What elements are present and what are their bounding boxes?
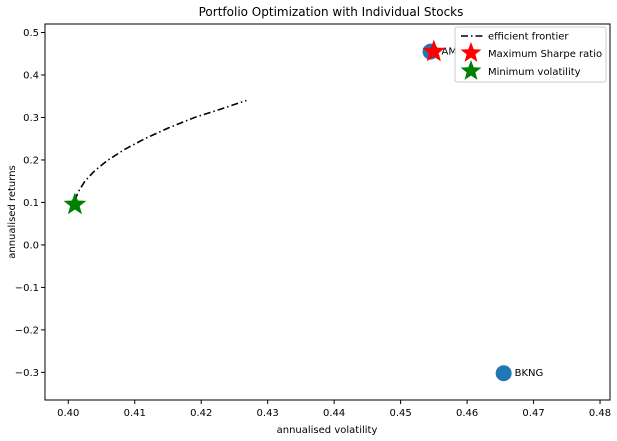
chart-title: Portfolio Optimization with Individual S… <box>199 5 464 19</box>
x-tick-label: 0.40 <box>57 408 79 419</box>
x-tick-label: 0.46 <box>456 408 478 419</box>
x-tick-label: 0.47 <box>522 408 544 419</box>
y-tick-label: −0.3 <box>15 368 39 379</box>
legend-frontier-label: efficient frontier <box>488 32 569 43</box>
x-tick-label: 0.41 <box>124 408 146 419</box>
y-tick-label: 0.4 <box>23 70 39 81</box>
y-axis: −0.3 −0.2 −0.1 0.0 0.1 0.2 0.3 0.4 0.5 <box>15 28 45 379</box>
legend-min-volatility-swatch <box>460 60 482 80</box>
legend: efficient frontier Maximum Sharpe ratio Mi… <box>454 26 607 83</box>
efficient-frontier-line <box>74 99 247 201</box>
stock-label-amzn: AM <box>442 47 457 58</box>
x-tick-label: 0.43 <box>257 408 279 419</box>
min-volatility-marker <box>63 192 87 215</box>
y-tick-label: 0.0 <box>23 240 39 251</box>
x-tick-label: 0.44 <box>323 408 345 419</box>
x-axis-label: annualised volatility <box>277 425 378 436</box>
y-tick-label: −0.2 <box>15 325 39 336</box>
legend-max-sharpe-swatch <box>460 42 482 62</box>
stock-label-bkng: BKNG <box>515 368 544 379</box>
y-tick-label: 0.5 <box>23 28 39 39</box>
legend-min-volatility-label: Minimum volatility <box>488 67 581 78</box>
y-tick-label: −0.1 <box>15 283 39 294</box>
x-tick-label: 0.45 <box>389 408 411 419</box>
x-axis: 0.40 0.41 0.42 0.43 0.44 0.45 0.46 0.47 0.48 <box>57 400 611 419</box>
x-tick-label: 0.48 <box>589 408 611 419</box>
legend-max-sharpe-label: Maximum Sharpe ratio <box>488 49 602 60</box>
y-tick-label: 0.2 <box>23 155 39 166</box>
stock-point-bkng <box>495 365 512 382</box>
x-tick-label: 0.42 <box>190 408 212 419</box>
y-tick-label: 0.3 <box>23 113 39 124</box>
plot-area: AM BKNG <box>63 39 544 382</box>
y-tick-label: 0.1 <box>23 198 39 209</box>
max-sharpe-marker <box>422 39 446 62</box>
axes-frame <box>44 23 611 401</box>
y-axis-label: annualised returns <box>7 165 18 259</box>
legend-box <box>454 26 607 83</box>
